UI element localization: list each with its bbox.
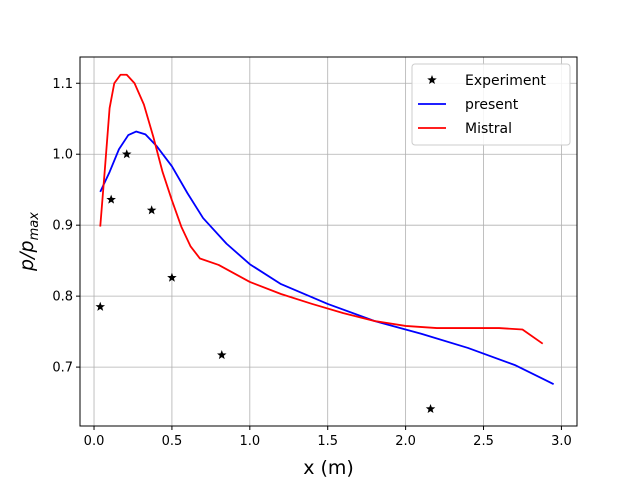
x-tick-label: 2.0 [395,434,416,449]
x-tick-label: 1.0 [239,434,260,449]
y-tick-label: 1.1 [52,77,73,92]
legend-item-experiment: Experiment [427,73,546,89]
series-line-mistral [99,73,544,345]
x-tick-label: 3.0 [551,434,572,449]
data-point-experiment [106,194,116,204]
data-point-experiment [167,272,177,282]
x-tick-label: 0.0 [84,434,105,449]
x-tick-label: 1.5 [317,434,338,449]
plot-frame [79,56,578,427]
y-tick-label: 0.9 [52,219,73,234]
y-axis-label: p/pmax [16,212,42,272]
y-axis-label-subscript: max [27,212,42,241]
x-axis-label: x (m) [303,457,354,479]
data-point-experiment [217,350,227,360]
data-point-experiment [121,149,132,159]
y-axis-label-base: p/p [16,240,38,272]
y-tick-label: 1.0 [52,148,73,163]
series-line-present [99,130,555,385]
data-point-experiment [95,301,106,311]
x-tick-label: 0.5 [162,434,183,449]
x-tick-label: 2.5 [473,434,494,449]
legend-item-mistral: Mistral [418,121,512,137]
y-tick-label: 0.7 [52,361,73,376]
legend-swatch [427,75,437,85]
legend-box [411,63,571,146]
data-point-experiment [425,403,436,414]
legend-label: Mistral [465,121,512,137]
y-tick-label: 0.8 [52,290,73,305]
legend-item-present: present [418,97,519,113]
data-point-experiment [146,205,157,215]
plot-series [95,73,555,414]
axis-ticks: 0.0 0.5 1.0 1.5 2.0 2.5 3.0 0.7 0.8 0.9 1.0 1.1 [52,77,571,449]
legend-label: Experiment [465,73,546,89]
legend: Experiment present Mistral [411,63,571,146]
legend-label: present [465,97,519,113]
